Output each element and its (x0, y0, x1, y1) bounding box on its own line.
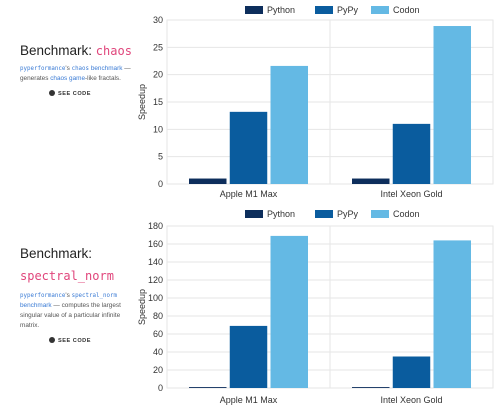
y-tick-label: 15 (153, 97, 163, 107)
bar-python (189, 387, 227, 388)
bar-codon (270, 65, 308, 184)
legend-swatch (245, 210, 263, 218)
legend-label: Python (267, 209, 295, 219)
benchmark-name: spectral_norm (20, 269, 114, 283)
speedup-chart-spectral-norm: 0 20 40 60 80 100 120 140 160 180 Speedup Apple M1 … (137, 209, 494, 405)
benchmark-title: Benchmark: chaos (0, 40, 140, 62)
benchmark-link[interactable]: benchmark (20, 302, 52, 309)
y-axis-label: Speedup (137, 289, 147, 325)
speedup-chart-chaos: 0 5 10 15 20 25 30 Speedup Apple M1 Max Intel Xeo… (137, 5, 494, 199)
bar-codon (433, 26, 471, 184)
benchmark-description: pyperformance's chaos benchmark — genera… (0, 64, 140, 84)
pyperformance-link[interactable]: pyperformance (20, 66, 66, 72)
legend-label: PyPy (337, 5, 359, 15)
desc-text: — computes the largest singular value of… (20, 302, 121, 329)
github-icon (49, 90, 56, 96)
y-tick-label: 140 (148, 257, 163, 267)
y-tick-label: 20 (153, 70, 163, 80)
y-tick-label: 20 (153, 365, 163, 375)
y-tick-label: 10 (153, 124, 163, 134)
benchmark-info: Benchmark: spectral_norm pyperformance's… (0, 243, 140, 344)
y-tick-label: 5 (158, 152, 163, 162)
benchmark-title-prefix: Benchmark: (20, 43, 93, 58)
y-tick-label: 160 (148, 239, 163, 249)
legend-swatch (371, 210, 389, 218)
bar-pypy (392, 123, 431, 184)
y-tick-label: 120 (148, 275, 163, 285)
benchmark-info: Benchmark: chaos pyperformance's chaos b… (0, 40, 140, 97)
y-tick-label: 25 (153, 42, 163, 52)
legend-label: Codon (393, 5, 420, 15)
desc-text: 's (65, 292, 72, 299)
y-axis-label: Speedup (137, 84, 147, 120)
x-tick-label: Intel Xeon Gold (380, 189, 442, 199)
x-tick-label: Apple M1 Max (220, 395, 278, 405)
see-code-button[interactable]: SEE CODE (0, 90, 140, 97)
benchmark-link[interactable]: benchmark (90, 65, 123, 72)
see-code-button[interactable]: SEE CODE (0, 337, 140, 344)
benchmark-panel-chaos: Benchmark: chaos pyperformance's chaos b… (0, 0, 500, 205)
pyperformance-link[interactable]: pyperformance (20, 293, 66, 299)
benchmark-name: chaos (95, 44, 132, 58)
benchmark-title-prefix: Benchmark: (20, 246, 93, 261)
bar-python (189, 178, 227, 184)
legend-swatch (371, 6, 389, 14)
y-tick-label: 0 (158, 179, 163, 189)
bar-python (352, 178, 390, 184)
benchmark-title: Benchmark: spectral_norm (0, 243, 140, 287)
bar-pypy (229, 111, 268, 184)
desc-text: -like fractals. (85, 75, 121, 82)
y-tick-label: 100 (148, 293, 163, 303)
see-code-label: SEE CODE (58, 91, 91, 97)
chaos-game-link[interactable]: chaos game (50, 75, 86, 82)
y-tick-label: 0 (158, 383, 163, 393)
chaos-code-link[interactable]: chaos (71, 66, 90, 72)
legend-swatch (315, 6, 333, 14)
github-icon (49, 337, 56, 343)
benchmark-description: pyperformance's spectral_norm benchmark … (0, 291, 140, 331)
legend-label: PyPy (337, 209, 359, 219)
spectral-norm-code-link[interactable]: spectral_norm (71, 293, 117, 299)
see-code-label: SEE CODE (58, 338, 91, 344)
legend-label: Codon (393, 209, 420, 219)
desc-text: 's (65, 65, 72, 72)
desc-text: — generates (20, 65, 131, 82)
y-tick-label: 40 (153, 347, 163, 357)
bar-pypy (229, 325, 268, 388)
bar-codon (270, 235, 308, 388)
y-tick-label: 30 (153, 15, 163, 25)
y-tick-label: 60 (153, 329, 163, 339)
bar-python (352, 387, 390, 388)
y-tick-label: 180 (148, 221, 163, 231)
bar-pypy (392, 356, 431, 388)
bar-codon (433, 240, 471, 388)
y-tick-label: 80 (153, 311, 163, 321)
legend-swatch (315, 210, 333, 218)
x-tick-label: Apple M1 Max (220, 189, 278, 199)
benchmark-panel-spectral-norm: Benchmark: spectral_norm pyperformance's… (0, 205, 500, 411)
legend-label: Python (267, 5, 295, 15)
x-tick-label: Intel Xeon Gold (380, 395, 442, 405)
legend-swatch (245, 6, 263, 14)
